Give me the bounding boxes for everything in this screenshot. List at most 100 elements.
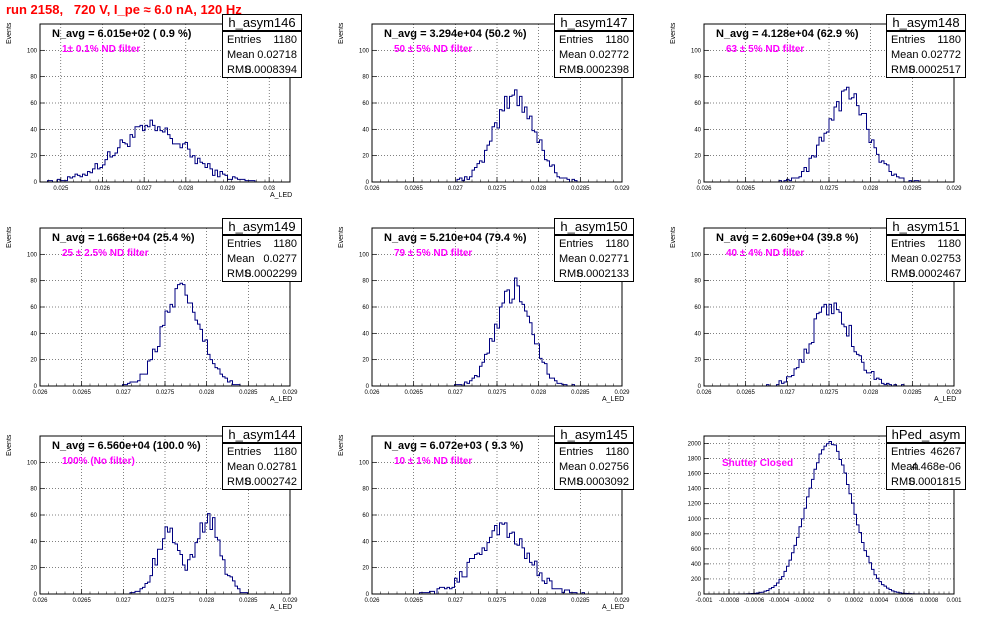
stats-value: 1180 <box>605 238 629 250</box>
x-tick-label: 0.029 <box>614 598 630 604</box>
y-tick-label: 20 <box>362 154 369 160</box>
x-tick-label: 0.029 <box>946 390 962 396</box>
stats-row-mean: Mean 0.02772 <box>559 48 629 63</box>
x-tick-label: 0.0275 <box>488 390 507 396</box>
x-tick-label: 0.027 <box>116 598 132 604</box>
histogram-panel-h_asym145: 0.026 0.0265 0.027 0.0275 0.028 0.0285 0.029 0 2… <box>338 426 634 611</box>
y-tick-label: 80 <box>30 487 37 493</box>
stats-value: 0.0002742 <box>245 476 297 488</box>
stats-value: 0.0277 <box>263 253 297 265</box>
stats-value: 0.02718 <box>257 49 297 61</box>
x-tick-label: -0.0006 <box>744 598 765 604</box>
y-tick-label: 20 <box>362 566 369 572</box>
stats-row-mean: Mean 0.02718 <box>227 48 297 63</box>
y-tick-label: 0 <box>698 592 702 598</box>
y-tick-label: 1000 <box>688 517 702 523</box>
stats-key: Mean <box>559 49 587 61</box>
histogram-line <box>704 86 954 183</box>
stats-key: Mean <box>227 49 255 61</box>
y-tick-label: 400 <box>691 562 702 568</box>
stats-value: 0.02772 <box>589 49 629 61</box>
y-tick-label: 2000 <box>688 442 702 448</box>
histogram-line <box>40 282 290 387</box>
y-tick-label: 100 <box>359 460 370 466</box>
stats-value: 0.02781 <box>257 461 297 473</box>
histogram-panel-h_asym144: 0.026 0.0265 0.027 0.0275 0.028 0.0285 0.029 0 2… <box>6 426 302 611</box>
stats-key: Mean <box>227 461 255 473</box>
stats-row-mean: Mean 0.0277 <box>227 252 297 267</box>
stats-value: 0.02772 <box>921 49 961 61</box>
x-tick-label: 0.027 <box>780 186 796 192</box>
x-tick-label: 0.0265 <box>736 390 755 396</box>
histogram-panel-h_asym146: 0.025 0.026 0.027 0.028 0.029 0.03 0 20 40 60 80 10… <box>6 14 302 199</box>
stats-value: 1180 <box>273 238 297 250</box>
stats-row-mean: Mean 4.468e-06 <box>891 460 961 475</box>
x-tick-label: 0.028 <box>863 390 879 396</box>
y-tick-label: 0 <box>366 384 370 390</box>
histogram-line <box>40 119 290 183</box>
y-tick-label: 0 <box>698 384 702 390</box>
x-tick-label: 0.029 <box>282 598 298 604</box>
x-tick-label: 0.0275 <box>156 598 175 604</box>
n-avg-summary: N_avg = 1.668e+04 (25.4 %) <box>52 232 195 244</box>
x-tick-label: -0.0002 <box>794 598 815 604</box>
histogram-plot: 0.026 0.0265 0.027 0.0275 0.028 0.0285 0.029 0 2… <box>359 23 630 192</box>
histogram-plot: 0.026 0.0265 0.027 0.0275 0.028 0.0285 0.029 0 2… <box>359 227 630 396</box>
x-tick-label: 0.027 <box>448 186 464 192</box>
x-tick-label: 0.0285 <box>571 390 590 396</box>
x-tick-label: -0.0008 <box>719 598 740 604</box>
x-axis-label: A_LED <box>602 604 625 611</box>
filter-label: 50 ± 5% ND filter <box>394 44 473 55</box>
y-tick-label: 100 <box>359 48 370 54</box>
x-tick-label: 0.026 <box>32 390 48 396</box>
histogram-plot: 0.026 0.0265 0.027 0.0275 0.028 0.0285 0.029 0 2… <box>27 435 298 604</box>
stats-value: 0.02771 <box>589 253 629 265</box>
x-tick-label: 0.026 <box>364 186 380 192</box>
histogram-title: h_asym151 <box>886 218 966 235</box>
x-tick-label: 0.026 <box>95 186 111 192</box>
stats-row-entries: Entries 46267 <box>891 445 961 460</box>
filter-label: 10 ± 1% ND filter <box>394 456 473 467</box>
y-axis-label: Events <box>6 22 13 44</box>
stats-row-mean: Mean 0.02772 <box>891 48 961 63</box>
x-tick-label: 0.028 <box>531 186 547 192</box>
stats-key: RMS <box>227 476 252 488</box>
filter-label: 79 ± 5% ND filter <box>394 248 473 259</box>
y-tick-label: 40 <box>694 331 701 337</box>
stats-value: 0.0002133 <box>577 268 629 280</box>
y-axis-label: Events <box>6 226 13 248</box>
stats-row-rms: RMS 0.0002742 <box>227 475 297 490</box>
x-tick-label: 0.001 <box>946 598 962 604</box>
stats-row-rms: RMS 0.0002299 <box>227 267 297 282</box>
stats-value: 0.02753 <box>921 253 961 265</box>
x-tick-label: 0.026 <box>364 598 380 604</box>
x-tick-label: 0.0275 <box>820 186 839 192</box>
histogram-plot: -0.001 -0.0008 -0.0006 -0.0004 -0.0002 0 0.000… <box>688 435 962 604</box>
stats-box: Entries 1180 Mean 0.02756 RMS 0.0003092 <box>554 443 634 490</box>
stats-box: Entries 1180 Mean 0.02771 RMS 0.0002133 <box>554 235 634 282</box>
histogram-title: h_asym147 <box>554 14 634 31</box>
x-tick-label: 0.027 <box>137 186 153 192</box>
stats-box: Entries 1180 Mean 0.02781 RMS 0.0002742 <box>222 443 302 490</box>
histogram-panel-h_asym148: 0.026 0.0265 0.027 0.0275 0.028 0.0285 0.029 0 2… <box>670 14 966 192</box>
y-tick-label: 40 <box>362 539 369 545</box>
histogram-panel-h_asym151: 0.026 0.0265 0.027 0.0275 0.028 0.0285 0.029 0 2… <box>670 218 966 403</box>
histogram-title: hPed_asym <box>886 426 966 443</box>
y-tick-label: 20 <box>30 154 37 160</box>
stats-key: RMS <box>227 268 252 280</box>
y-tick-label: 200 <box>691 577 702 583</box>
stats-box: Entries 1180 Mean 0.02772 RMS 0.0002517 <box>886 31 966 78</box>
x-tick-label: 0.026 <box>32 598 48 604</box>
y-tick-label: 40 <box>30 539 37 545</box>
stats-value: 0.0001815 <box>909 476 961 488</box>
stats-row-entries: Entries 1180 <box>559 445 629 460</box>
stats-value: 4.468e-06 <box>911 461 961 473</box>
x-tick-label: 0.03 <box>263 186 275 192</box>
y-axis-label: Events <box>338 22 345 44</box>
histogram-plot: 0.025 0.026 0.027 0.028 0.029 0.03 0 20 40 60 80 10… <box>27 23 291 192</box>
stats-box: Entries 46267 Mean 4.468e-06 RMS 0.0001815 <box>886 443 966 490</box>
stats-key: Entries <box>227 238 262 250</box>
x-tick-label: 0.0265 <box>72 598 91 604</box>
x-tick-label: 0.028 <box>531 390 547 396</box>
stats-row-entries: Entries 1180 <box>559 237 629 252</box>
